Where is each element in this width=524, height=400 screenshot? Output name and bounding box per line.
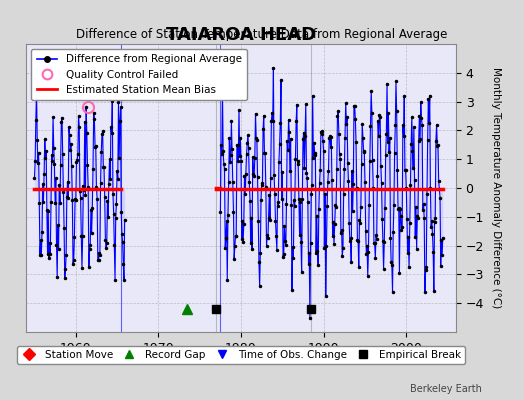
Y-axis label: Monthly Temperature Anomaly Difference (°C): Monthly Temperature Anomaly Difference (… (490, 67, 500, 309)
Text: Berkeley Earth: Berkeley Earth (410, 384, 482, 394)
Title: TAIAROA HEAD: TAIAROA HEAD (166, 26, 316, 44)
Legend: Station Move, Record Gap, Time of Obs. Change, Empirical Break: Station Move, Record Gap, Time of Obs. C… (17, 346, 465, 364)
Text: Difference of Station Temperature Data from Regional Average: Difference of Station Temperature Data f… (77, 28, 447, 41)
